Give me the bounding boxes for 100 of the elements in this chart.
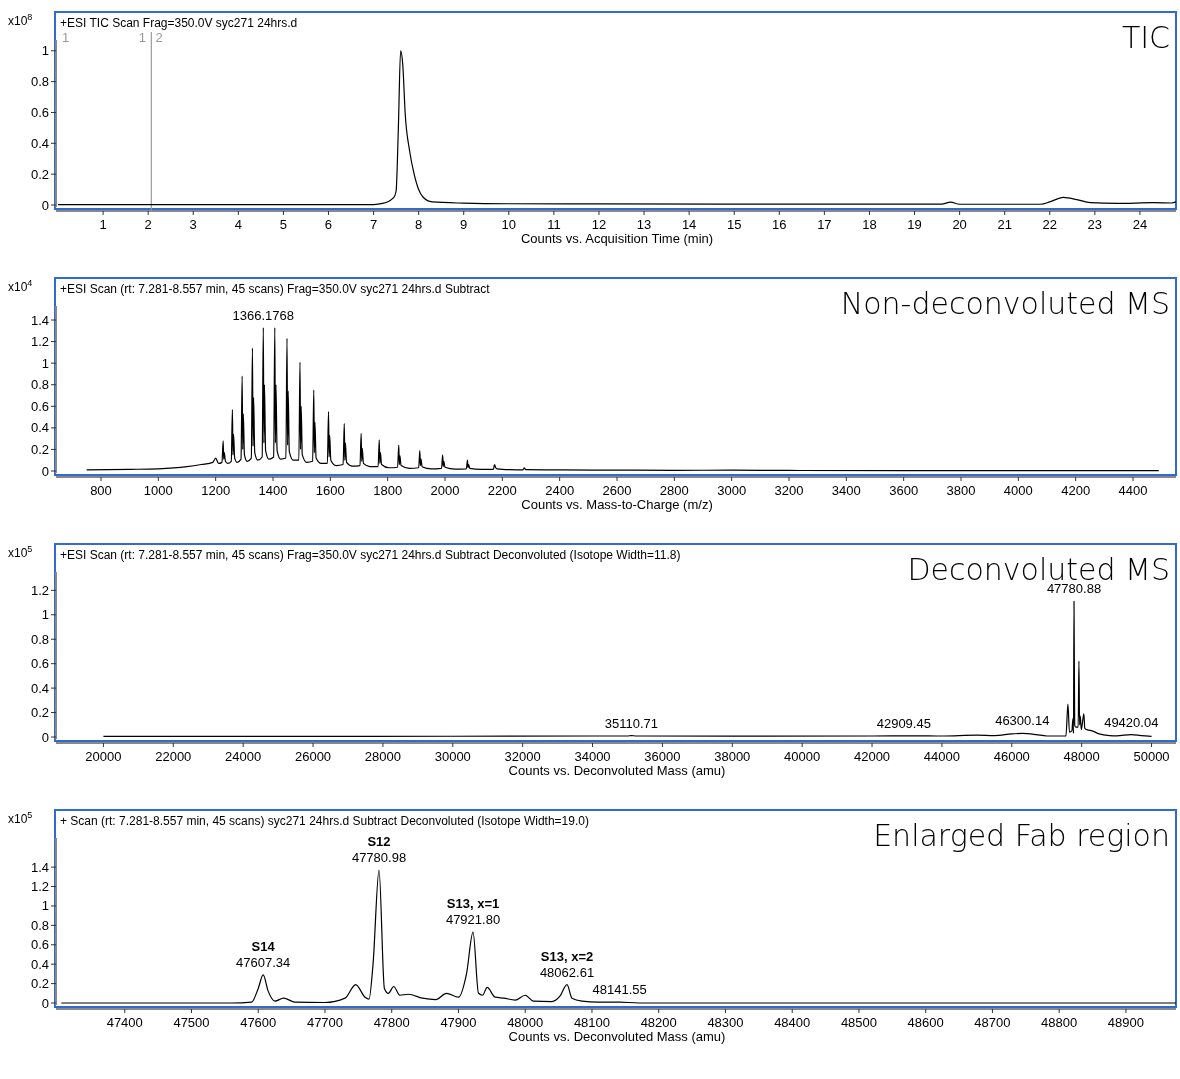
x-tick-label: 48000 [1063,749,1100,764]
x-tick-label: 4000 [1003,483,1033,498]
x-tick-label: 32000 [504,749,541,764]
chart-subtitle: +ESI TIC Scan Frag=350.0V syc271 24hrs.d [60,16,298,30]
x-tick-label: 42000 [853,749,891,764]
x-tick-label: 1400 [258,483,288,498]
line-series [57,50,1177,206]
x-tick-label: 48200 [640,1015,677,1030]
annotation: 1366.1768 [232,307,295,323]
y-tick-label: 0 [41,995,49,1011]
x-tick-label: 1600 [315,483,345,498]
x-tick-label: 9 [460,217,468,232]
x-tick-label: 48700 [974,1015,1011,1030]
chart-subtitle: +ESI Scan (rt: 7.281-8.557 min, 45 scans) Frag=350.0V syc271 24hrs.d Subtract [60,282,491,296]
y-tick-label: 1 [41,355,49,371]
x-tick-label: 48900 [1107,1015,1145,1030]
x-tick-label: 16 [772,217,787,232]
line-series [86,326,1160,472]
x-tick-label: 48300 [707,1015,744,1030]
annotation: 42909.45 [876,715,931,731]
annotation: S12 47780.98 [351,834,407,866]
annotation: 1 [62,30,70,45]
y-tick-label: 0.8 [30,917,49,933]
annotation: 49420.04 [1104,714,1159,730]
y-tick-label: 0.4 [30,420,49,436]
x-tick-label: 2000 [430,483,460,498]
y-tick-label: 1 [41,898,49,914]
x-tick-label: 47900 [440,1015,477,1030]
y-tick-label: 0.8 [30,631,49,647]
x-tick-label: 36000 [644,749,681,764]
y-tick-label: 0.6 [30,656,49,672]
x-tick-label: 1200 [201,483,231,498]
x-tick-label: 3800 [946,483,976,498]
x-axis-title: Counts vs. Deconvoluted Mass (amu) [508,1029,726,1044]
y-tick-label: 0.4 [30,135,49,151]
y-tick-label: 1 [41,607,49,623]
x-tick-label: 23 [1087,217,1103,232]
x-tick-label: 5 [279,217,288,232]
x-tick-label: 47400 [106,1015,143,1030]
x-tick-label: 1 [99,217,107,232]
annotation: S13, x=2 48062.61 [539,948,595,980]
y-axis-title: x10$^{5}$ [8,810,33,826]
y-tick-label: 0.2 [30,976,49,992]
chart-subtitle: +ESI Scan (rt: 7.281-8.557 min, 45 scans) Frag=350.0V syc271 24hrs.d Subtract Deconvoluted (Isotope Width=11.8) [60,548,681,562]
x-tick-label: 14 [681,217,697,232]
x-tick-label: 10 [501,217,517,232]
x-tick-label: 13 [636,217,652,232]
x-tick-label: 4200 [1061,483,1091,498]
y-tick-label: 0.2 [30,441,49,457]
x-tick-label: 18 [862,217,877,232]
x-tick-label: 47700 [306,1015,344,1030]
x-tick-label: 46000 [993,749,1030,764]
y-tick-label: 0.2 [30,166,49,182]
y-tick-label: 0 [41,463,49,479]
x-tick-label: 48100 [573,1015,611,1030]
chart-title: Non-deconvoluted MS [840,286,1170,321]
y-axis-title: x10$^{5}$ [8,544,33,560]
x-tick-label: 7 [369,217,378,232]
y-tick-label: 1.4 [30,312,49,328]
x-tick-label: 2800 [659,483,689,498]
x-tick-label: 28000 [364,749,401,764]
x-tick-label: 4400 [1118,483,1148,498]
x-tick-label: 22 [1042,217,1058,232]
y-tick-label: 0.4 [30,680,49,696]
x-tick-label: 47500 [173,1015,210,1030]
x-tick-label: 24 [1132,217,1148,232]
y-tick-label: 1.2 [30,582,49,598]
y-tick-label: 1 [41,43,49,59]
x-tick-label: 20000 [85,749,122,764]
x-tick-label: 38000 [714,749,751,764]
x-tick-label: 1800 [373,483,403,498]
x-tick-label: 40000 [784,749,821,764]
x-tick-label: 1000 [143,483,173,498]
x-tick-label: 47800 [373,1015,410,1030]
x-tick-label: 3200 [774,483,804,498]
x-tick-label: 800 [90,483,112,498]
y-tick-label: 0.2 [30,705,49,721]
x-tick-label: 15 [726,217,742,232]
annotation: 35110.71 [604,715,658,731]
annotation: S13, x=1 47921.80 [445,896,501,928]
line-series [60,869,1177,1004]
x-tick-label: 4 [234,217,242,232]
x-tick-label: 2600 [602,483,632,498]
x-tick-label: 22000 [155,749,192,764]
y-tick-label: 1.2 [30,879,49,895]
annotation: 46300.14 [995,713,1050,729]
y-tick-label: 0.8 [30,377,49,393]
x-tick-label: 48800 [1041,1015,1078,1030]
x-tick-label: 2 [144,217,152,232]
y-tick-label: 0.8 [30,74,49,90]
chart-title: Enlarged Fab region [873,818,1170,853]
ref-line-label: 1 2 [138,30,166,45]
x-tick-label: 20 [952,217,967,232]
x-tick-label: 44000 [923,749,960,764]
y-axis-title: x10$^{4}$ [8,278,33,294]
x-tick-label: 21 [997,217,1012,232]
x-tick-label: 48600 [907,1015,944,1030]
y-tick-label: 0.6 [30,937,49,953]
chart-title: TIC [1121,20,1170,55]
y-tick-label: 0 [41,197,49,213]
